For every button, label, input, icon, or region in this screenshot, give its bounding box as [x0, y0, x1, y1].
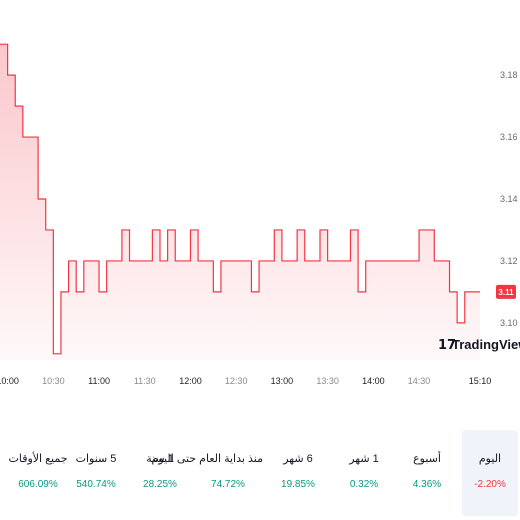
price-area: [0, 44, 480, 360]
price-chart[interactable]: 3.18 3.16 3.14 3.12 3.10 10:00 10:30 11:00 11:3…: [0, 0, 520, 400]
price-series-line: [0, 43, 480, 355]
x-tick-label: 13:00: [271, 376, 294, 386]
tradingview-watermark: 𝟭𝟳 TradingView: [438, 337, 520, 352]
performance-item[interactable]: 1 سنة 28.25%: [125, 452, 195, 490]
x-tick-label: 12:30: [225, 376, 248, 386]
x-tick-label: 13:30: [316, 376, 339, 386]
performance-value: 28.25%: [143, 479, 177, 490]
y-axis: 3.18 3.16 3.14 3.12 3.10: [500, 70, 518, 328]
performance-item[interactable]: جميع الأوقات 606.09%: [3, 452, 73, 490]
performance-item[interactable]: 5 سنوات 540.74%: [61, 452, 131, 490]
performance-item[interactable]: أسبوع 4.36%: [392, 452, 462, 490]
x-axis: 10:00 10:30 11:00 11:30 12:00 12:30 13:00 13:30…: [0, 376, 491, 386]
x-tick-label: 14:30: [408, 376, 431, 386]
performance-value: 19.85%: [281, 479, 315, 490]
performance-label: 1 سنة: [146, 453, 174, 465]
price-area-fill: [0, 44, 480, 360]
price-line: [0, 43, 480, 355]
y-tick-label: 3.14: [500, 194, 518, 204]
price-chart-svg[interactable]: 3.18 3.16 3.14 3.12 3.10 10:00 10:30 11:00 11:3…: [0, 0, 520, 400]
y-tick-label: 3.12: [500, 256, 518, 266]
performance-label: 5 سنوات: [75, 453, 117, 465]
tradingview-logo-icon: 𝟭𝟳: [438, 337, 456, 352]
performance-item[interactable]: منذ بداية العام حتى اليوم 74.72%: [151, 452, 263, 490]
y-tick-label: 3.10: [500, 318, 518, 328]
x-tick-label: 11:30: [134, 376, 156, 386]
x-tick-label: 12:00: [179, 376, 202, 386]
performance-label: منذ بداية العام حتى اليوم: [151, 453, 263, 465]
performance-bar: اليوم -2.20% أسبوع 4.36% 1 شهر 0.32% 6 شهر 19.8…: [0, 430, 520, 520]
y-tick-label: 3.16: [500, 132, 518, 142]
performance-value: 540.74%: [76, 479, 116, 490]
performance-item[interactable]: اليوم -2.20%: [462, 430, 518, 516]
performance-item[interactable]: 6 شهر 19.85%: [263, 452, 333, 490]
tradingview-watermark-text: TradingView: [452, 337, 520, 352]
performance-label: 1 شهر: [349, 453, 379, 465]
performance-label: جميع الأوقات: [8, 453, 68, 465]
last-price-badge-bg: [496, 284, 516, 299]
performance-label: أسبوع: [413, 453, 441, 465]
x-tick-label: 14:00: [362, 376, 385, 386]
performance-value: 0.32%: [349, 479, 379, 490]
performance-label: 6 شهر: [283, 453, 313, 465]
x-tick-label: 15:10: [469, 376, 492, 386]
performance-item[interactable]: 1 شهر 0.32%: [329, 452, 399, 490]
last-price-label: 3.11: [498, 288, 514, 297]
x-tick-label: 11:00: [88, 376, 110, 386]
performance-value: 4.36%: [412, 479, 442, 490]
x-tick-label: 10:00: [0, 376, 19, 386]
y-tick-label: 3.18: [500, 70, 518, 80]
performance-label: اليوم: [478, 453, 502, 465]
performance-value: 606.09%: [18, 479, 58, 490]
performance-value: 74.72%: [211, 479, 245, 490]
x-tick-label: 10:30: [42, 376, 65, 386]
performance-value: -2.20%: [474, 479, 506, 490]
last-price-badge: 3.11: [496, 284, 516, 299]
